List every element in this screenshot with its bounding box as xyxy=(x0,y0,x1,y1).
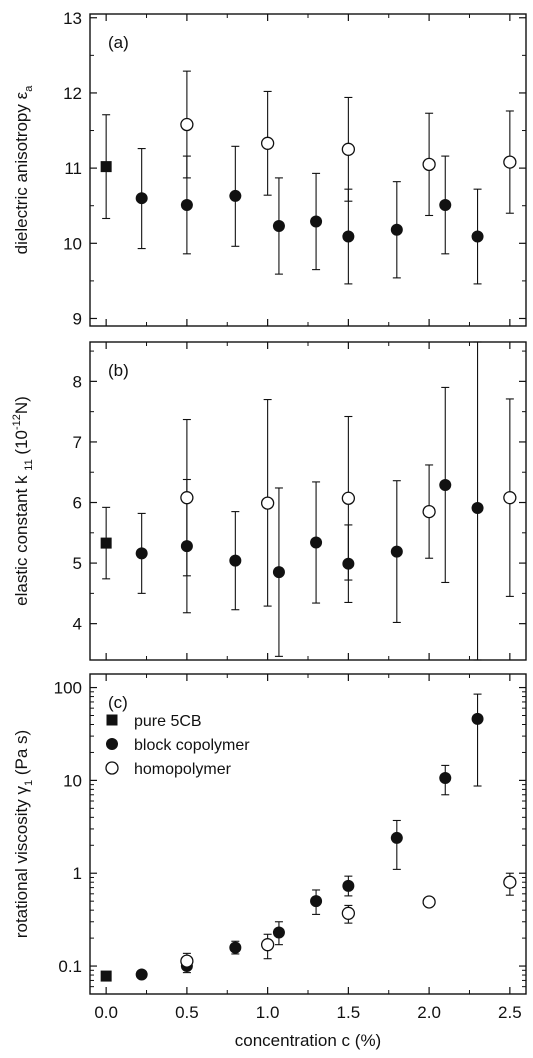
y-axis-title: elastic constant k 11 (10-12N) xyxy=(11,396,35,606)
y-tick-label: 6 xyxy=(73,494,82,513)
block-copolymer-point xyxy=(439,478,452,491)
y-tick-label: 9 xyxy=(73,309,82,328)
y-tick-label: 7 xyxy=(73,433,82,452)
homopolymer-point xyxy=(260,938,275,952)
x-tick-label: 2.5 xyxy=(498,1003,522,1022)
block-copolymer-point xyxy=(180,198,193,211)
y-tick-label: 100 xyxy=(54,679,82,698)
y-tick-label: 8 xyxy=(73,372,82,391)
legend-homopolymer-marker xyxy=(105,761,119,775)
legend-block-copolymer-marker xyxy=(106,738,118,750)
panel-label: (a) xyxy=(108,33,129,52)
y-tick-label: 4 xyxy=(73,615,82,634)
homopolymer-point xyxy=(503,491,517,505)
pure-5cb-point xyxy=(100,161,112,173)
x-tick-label: 1.0 xyxy=(256,1003,280,1022)
block-copolymer-point xyxy=(135,192,148,205)
panel-label: (c) xyxy=(108,693,128,712)
y-tick-label: 5 xyxy=(73,554,82,573)
homopolymer-point xyxy=(422,157,436,172)
x-tick-label: 1.5 xyxy=(337,1003,361,1022)
pure-5cb-point xyxy=(100,970,112,982)
block-copolymer-point xyxy=(471,712,484,725)
homopolymer-point xyxy=(180,491,194,505)
homopolymer-point xyxy=(341,906,356,920)
y-tick-label: 13 xyxy=(63,9,82,28)
block-copolymer-point xyxy=(390,223,403,236)
block-copolymer-point xyxy=(310,215,323,228)
plot-frame xyxy=(89,341,527,661)
homopolymer-point xyxy=(341,142,356,156)
block-copolymer-point xyxy=(180,540,193,553)
legend-label-pure: pure 5CB xyxy=(134,713,202,730)
block-copolymer-point xyxy=(471,501,484,514)
block-copolymer-point xyxy=(439,772,452,785)
homopolymer-point xyxy=(341,491,356,505)
block-copolymer-point xyxy=(229,554,242,567)
block-copolymer-point xyxy=(135,968,148,981)
block-copolymer-point xyxy=(229,189,242,202)
block-copolymer-point xyxy=(471,230,484,243)
block-copolymer-point xyxy=(342,557,355,570)
x-axis-title: concentration c (%) xyxy=(235,1031,381,1050)
y-tick-label: 12 xyxy=(63,84,82,103)
block-copolymer-point xyxy=(135,547,148,560)
block-copolymer-point xyxy=(272,566,285,579)
legend-label-homo: homopolymer xyxy=(134,761,232,778)
panel-label: (b) xyxy=(108,361,129,380)
block-copolymer-point xyxy=(229,941,242,954)
homopolymer-point xyxy=(180,954,194,968)
y-tick-label: 0.1 xyxy=(58,957,82,976)
block-copolymer-point xyxy=(439,198,452,211)
block-copolymer-point xyxy=(272,926,285,939)
block-copolymer-point xyxy=(310,895,323,908)
homopolymer-point xyxy=(503,155,517,169)
homopolymer-point xyxy=(260,496,275,510)
homopolymer-point xyxy=(180,117,194,132)
homopolymer-point xyxy=(422,504,436,519)
block-copolymer-point xyxy=(390,545,403,558)
legend-pure-5cb-marker xyxy=(106,714,118,726)
y-tick-label: 10 xyxy=(63,234,82,253)
homopolymer-point xyxy=(503,875,517,889)
x-tick-label: 2.0 xyxy=(417,1003,441,1022)
panel-a: 9 10 11 12 13 (a) dielectric anisotropy εa xyxy=(12,9,527,328)
x-tick-label: 0.5 xyxy=(175,1003,199,1022)
legend-label-block: block copolymer xyxy=(134,737,250,754)
block-copolymer-point xyxy=(310,536,323,549)
block-copolymer-point xyxy=(342,879,355,892)
x-tick-label: 0.0 xyxy=(94,1003,118,1022)
block-copolymer-point xyxy=(390,831,403,844)
y-tick-label: 1 xyxy=(73,864,82,883)
panel-b: 4 5 6 7 8 (b) elastic constant k 11 (10-12N) xyxy=(11,341,527,661)
y-tick-label: 10 xyxy=(63,771,82,790)
pure-5cb-point xyxy=(100,537,112,549)
y-tick-label: 11 xyxy=(64,159,82,178)
homopolymer-point xyxy=(422,895,436,909)
y-axis-title: dielectric anisotropy εa xyxy=(12,85,35,255)
block-copolymer-point xyxy=(342,230,355,243)
block-copolymer-point xyxy=(272,220,285,233)
homopolymer-point xyxy=(260,136,275,150)
plot-frame xyxy=(89,13,527,327)
panel-c: 0.1 1 10 100 0.0 0.5 1.0 1.5 2.0 2.5 concentration… xyxy=(12,673,527,1050)
y-axis-title: rotational viscosity γ1 (Pa s) xyxy=(12,730,35,938)
